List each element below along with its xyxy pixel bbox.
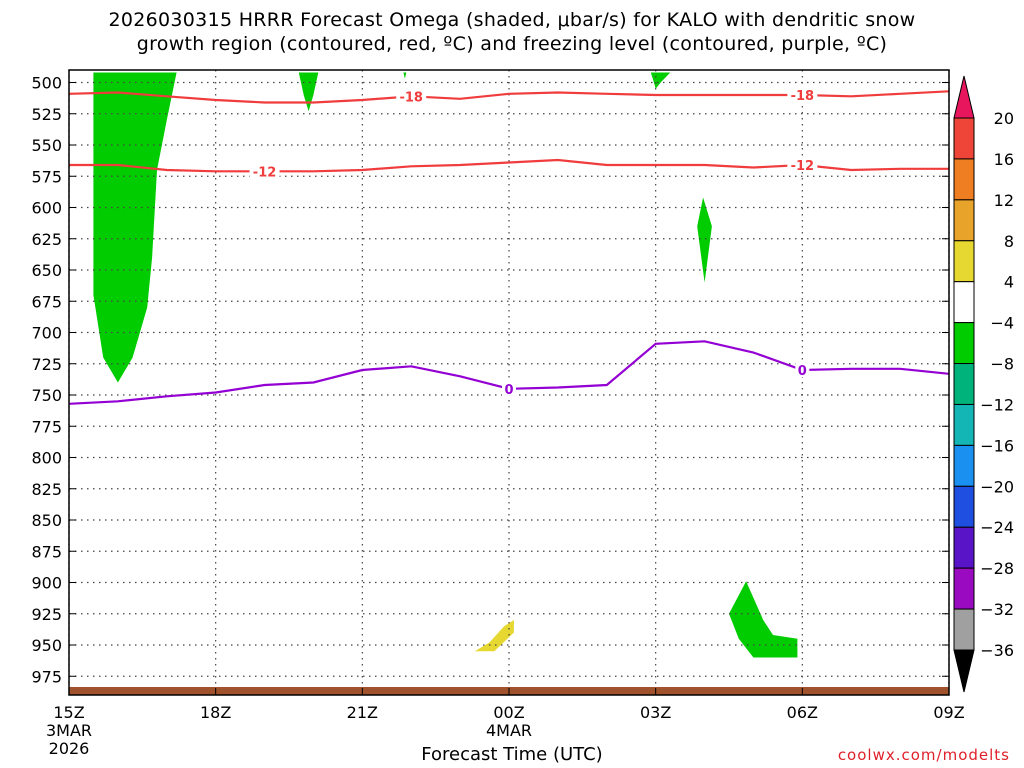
contour-label-0-a: 0 xyxy=(504,383,513,398)
x-axis-title: Forecast Time (UTC) xyxy=(421,744,603,765)
y-tick-label: 750 xyxy=(31,386,62,405)
y-tick-label: 825 xyxy=(31,480,62,499)
colorbar-swatch xyxy=(953,444,975,487)
colorbar-label: −20 xyxy=(980,477,1014,496)
colorbar-label: −28 xyxy=(980,559,1014,578)
colorbar-swatch xyxy=(953,281,975,324)
x-tick-label: 18Z xyxy=(200,703,231,722)
omega-region-green-500b xyxy=(403,72,407,79)
colorbar-swatch xyxy=(953,526,975,569)
y-tick-label: 875 xyxy=(31,542,62,561)
colorbar-label: −12 xyxy=(980,395,1014,414)
colorbar-label: −16 xyxy=(980,436,1014,455)
colorbar-bottom-arrow xyxy=(953,649,975,693)
omega-region-yellow-lower xyxy=(474,620,514,652)
omega-region-green-03z xyxy=(650,72,671,89)
colorbar-label: 8 xyxy=(1004,232,1014,251)
colorbar-label: 12 xyxy=(994,191,1014,210)
y-tick-label: 725 xyxy=(31,355,62,374)
colorbar-label: 20 xyxy=(994,109,1014,128)
x-tick-sublabel: 3MAR xyxy=(46,721,92,740)
contour-label-m18-a-bg xyxy=(396,88,427,104)
y-tick-label: 800 xyxy=(31,449,62,468)
contour-label-m18-b: -18 xyxy=(791,89,815,104)
chart-title-line2: growth region (contoured, red, ºC) and f… xyxy=(136,33,888,55)
y-tick-label: 650 xyxy=(31,261,62,280)
contour-label-0-a-bg xyxy=(502,380,516,396)
colorbar-swatch xyxy=(953,322,975,365)
y-tick-label: 600 xyxy=(31,199,62,218)
y-tick-label: 850 xyxy=(31,511,62,530)
y-tick-label: 900 xyxy=(31,574,62,593)
colorbar-swatch xyxy=(953,117,975,160)
omega-region-green-04z xyxy=(697,197,712,283)
chart-title-line1: 2026030315 HRRR Forecast Omega (shaded, … xyxy=(108,9,916,31)
colorbar-swatch xyxy=(953,158,975,201)
colorbar-label: −4 xyxy=(990,314,1014,333)
y-tick-label: 525 xyxy=(31,105,62,124)
omega-region-green-500 xyxy=(298,72,319,112)
y-tick-label: 675 xyxy=(31,292,62,311)
colorbar-swatch xyxy=(953,363,975,405)
y-tick-label: 625 xyxy=(31,230,62,249)
y-tick-label: 700 xyxy=(31,324,62,343)
colorbar-label: −24 xyxy=(980,518,1014,537)
colorbar-label: −36 xyxy=(980,641,1014,660)
colorbar-swatch xyxy=(953,240,975,283)
contour-label-m12-a-bg xyxy=(249,163,280,179)
contour-label-0-b: 0 xyxy=(798,364,807,379)
colorbar-swatch xyxy=(953,567,975,610)
y-tick-label: 575 xyxy=(31,167,62,186)
contour-label-m12-a: -12 xyxy=(253,165,277,180)
x-tick-label: 21Z xyxy=(347,703,378,722)
colorbar-label: −8 xyxy=(990,355,1014,374)
y-tick-label: 775 xyxy=(31,417,62,436)
terrain-edge xyxy=(69,687,949,689)
colorbar-swatch xyxy=(953,485,975,528)
y-tick-label: 925 xyxy=(31,605,62,624)
y-tick-label: 550 xyxy=(31,136,62,155)
contour-label-0-b-bg xyxy=(795,362,810,377)
credit-text: coolwx.com/modelts xyxy=(837,746,1010,764)
x-tick-sublabel2: 2026 xyxy=(49,739,90,758)
contour-label-m12-b-bg xyxy=(787,157,818,172)
y-tick-label: 975 xyxy=(31,667,62,686)
contour-label-m18-a: -18 xyxy=(399,90,423,105)
x-tick-label: 09Z xyxy=(933,703,964,722)
x-tick-label: 15Z xyxy=(53,703,84,722)
colorbar-label: −32 xyxy=(980,600,1014,619)
contour-label-m12-b: -12 xyxy=(791,159,815,174)
colorbar-label: 4 xyxy=(1004,273,1014,292)
colorbar-top-arrow xyxy=(953,75,975,119)
colorbar-label: 16 xyxy=(994,150,1014,169)
colorbar-swatch xyxy=(953,608,975,651)
x-tick-label: 06Z xyxy=(787,703,818,722)
omega-region-green-column xyxy=(93,72,177,383)
contour-label-m18-b-bg xyxy=(787,87,818,102)
chart-title: 2026030315 HRRR Forecast Omega (shaded, … xyxy=(0,8,1024,56)
y-tick-label: 950 xyxy=(31,636,62,655)
x-tick-label: 00Z xyxy=(493,703,524,722)
omega-region-green-lower xyxy=(729,581,798,658)
colorbar-swatch xyxy=(953,403,975,446)
x-tick-label: 03Z xyxy=(640,703,671,722)
colorbar-swatch xyxy=(953,199,975,242)
x-tick-sublabel: 4MAR xyxy=(486,721,532,740)
y-tick-label: 500 xyxy=(31,74,62,93)
